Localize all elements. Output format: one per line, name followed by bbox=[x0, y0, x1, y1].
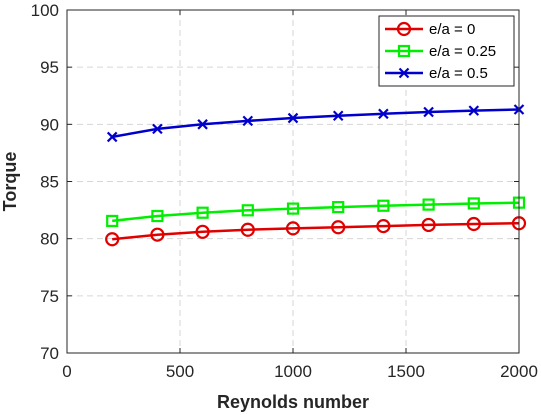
x-marker bbox=[287, 112, 299, 124]
x-marker-stroke bbox=[332, 110, 344, 122]
legend-item: e/a = 0 bbox=[385, 21, 475, 38]
square-marker bbox=[377, 199, 390, 212]
x-marker-stroke bbox=[287, 112, 299, 124]
series-line bbox=[112, 201, 520, 223]
series-line bbox=[111, 108, 520, 139]
x-marker-stroke bbox=[197, 119, 208, 130]
y-tick-label: 85 bbox=[40, 173, 59, 192]
circle-marker bbox=[285, 221, 301, 236]
y-tick-label: 95 bbox=[40, 58, 59, 77]
x-tick-label: 0 bbox=[62, 362, 71, 381]
square-marker bbox=[422, 198, 435, 211]
x-marker bbox=[242, 115, 254, 127]
x-marker-stroke bbox=[398, 67, 410, 79]
circle-marker bbox=[376, 218, 391, 234]
y-tick-label: 80 bbox=[40, 230, 59, 249]
x-marker bbox=[332, 110, 344, 122]
grid-lines bbox=[67, 10, 519, 353]
axis-ticks: 0 500 1000 1500 2000 70 75 80 85 90 95 100 bbox=[31, 1, 538, 381]
square-marker bbox=[151, 209, 164, 223]
x-marker bbox=[152, 123, 163, 135]
series-group bbox=[106, 196, 526, 228]
x-axis-title: Reynolds number bbox=[217, 392, 369, 412]
square-marker bbox=[241, 204, 254, 217]
circle-marker bbox=[421, 217, 436, 233]
x-marker-stroke bbox=[378, 108, 389, 120]
y-axis-title: Torque bbox=[0, 152, 20, 212]
square-marker bbox=[467, 197, 480, 210]
square-marker bbox=[196, 206, 209, 219]
x-tick-label: 1500 bbox=[387, 362, 425, 381]
legend-label: e/a = 0 bbox=[429, 21, 475, 38]
x-marker-stroke bbox=[423, 106, 434, 118]
y-tick-label: 100 bbox=[31, 1, 59, 20]
x-tick-label: 1000 bbox=[274, 362, 312, 381]
circle-marker bbox=[150, 227, 165, 242]
x-tick-label: 500 bbox=[166, 362, 194, 381]
x-marker bbox=[468, 105, 480, 116]
circle-marker bbox=[466, 216, 481, 232]
square-marker bbox=[106, 214, 119, 228]
series-group bbox=[105, 216, 527, 247]
series-line bbox=[112, 221, 520, 241]
legend-label: e/a = 0.25 bbox=[429, 43, 496, 60]
legend-label: e/a = 0.5 bbox=[429, 65, 488, 82]
x-marker bbox=[106, 131, 118, 143]
series-group bbox=[106, 104, 525, 143]
square-marker bbox=[397, 44, 411, 58]
x-marker-stroke bbox=[106, 131, 118, 143]
y-tick-label: 90 bbox=[40, 115, 59, 134]
circle-marker bbox=[195, 224, 210, 239]
legend-item: e/a = 0.25 bbox=[385, 43, 496, 60]
x-marker bbox=[398, 67, 410, 79]
circle-marker bbox=[240, 222, 255, 237]
x-marker-stroke bbox=[468, 105, 480, 116]
x-marker bbox=[378, 108, 389, 120]
circle-marker bbox=[396, 21, 412, 37]
legend-item: e/a = 0.5 bbox=[385, 65, 488, 82]
x-marker-stroke bbox=[152, 123, 163, 135]
y-tick-label: 70 bbox=[40, 344, 59, 363]
circle-marker bbox=[331, 220, 346, 235]
square-marker bbox=[286, 202, 300, 215]
x-tick-label: 2000 bbox=[500, 362, 538, 381]
legend: e/a = 0 e/a = 0.25 e/a = 0.5 bbox=[378, 15, 515, 87]
y-tick-label: 75 bbox=[40, 287, 59, 306]
series-layer bbox=[105, 104, 527, 247]
x-marker bbox=[197, 119, 208, 130]
x-marker-stroke bbox=[242, 115, 254, 127]
square-marker bbox=[332, 201, 345, 214]
x-marker bbox=[423, 106, 434, 118]
circle-marker bbox=[105, 232, 120, 247]
